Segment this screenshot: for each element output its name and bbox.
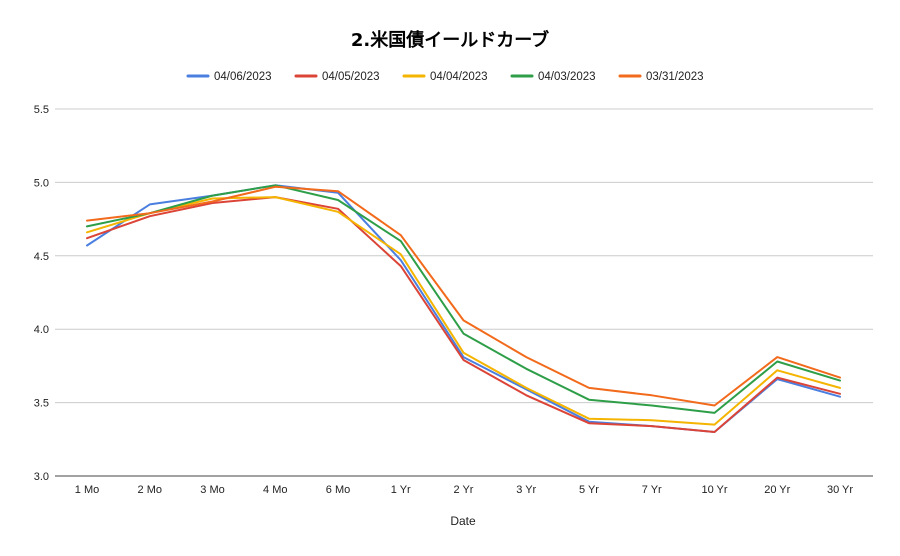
legend-label: 03/31/2023 — [646, 71, 704, 83]
series-line-2 — [86, 196, 841, 433]
y-tick-label: 5.5 — [34, 104, 49, 116]
y-tick-label: 3.0 — [34, 471, 49, 483]
legend-item: 04/06/2023 — [186, 71, 272, 83]
x-axis-ticks: 1 Mo 2 Mo 3 Mo 4 Mo 6 Mo 1 Yr 2 Yr 3 Yr 5 Yr 7 Yr… — [75, 484, 854, 496]
legend-label: 04/06/2023 — [214, 71, 272, 83]
x-tick-label: 3 Yr — [516, 484, 536, 496]
x-axis-title: Date — [450, 514, 476, 528]
y-tick-label: 4.0 — [34, 324, 49, 336]
y-tick-label: 4.5 — [34, 251, 49, 263]
legend-label: 04/04/2023 — [430, 71, 488, 83]
x-tick-label: 7 Yr — [642, 484, 662, 496]
x-tick-label: 5 Yr — [579, 484, 599, 496]
x-tick-label: 20 Yr — [764, 484, 790, 496]
y-tick-label: 5.0 — [34, 177, 49, 189]
x-tick-label: 6 Mo — [326, 484, 350, 496]
legend-label: 04/05/2023 — [322, 71, 380, 83]
series-line-3 — [86, 196, 841, 426]
x-tick-label: 10 Yr — [701, 484, 727, 496]
y-tick-label: 3.5 — [34, 398, 49, 410]
x-tick-label: 1 Yr — [391, 484, 411, 496]
gridlines — [55, 108, 873, 477]
x-tick-label: 30 Yr — [827, 484, 853, 496]
x-tick-label: 3 Mo — [200, 484, 224, 496]
series-line-5 — [86, 185, 841, 407]
series-line-4 — [86, 184, 841, 414]
legend-label: 04/03/2023 — [538, 71, 596, 83]
legend: 04/06/2023 04/05/2023 04/04/2023 04/03/2023… — [186, 71, 704, 83]
chart-title: 2.米国債イールドカーブ — [350, 30, 550, 51]
x-tick-label: 1 Mo — [75, 484, 99, 496]
legend-item: 04/03/2023 — [510, 71, 596, 83]
x-tick-label: 2 Mo — [138, 484, 162, 496]
legend-item: 04/04/2023 — [402, 71, 488, 83]
legend-item: 04/05/2023 — [294, 71, 380, 83]
series-lines — [86, 184, 841, 433]
x-tick-label: 4 Mo — [263, 484, 287, 496]
x-tick-label: 2 Yr — [454, 484, 474, 496]
legend-item: 03/31/2023 — [618, 71, 704, 83]
y-axis-ticks: 3.0 3.5 4.0 4.5 5.0 5.5 — [34, 104, 49, 483]
